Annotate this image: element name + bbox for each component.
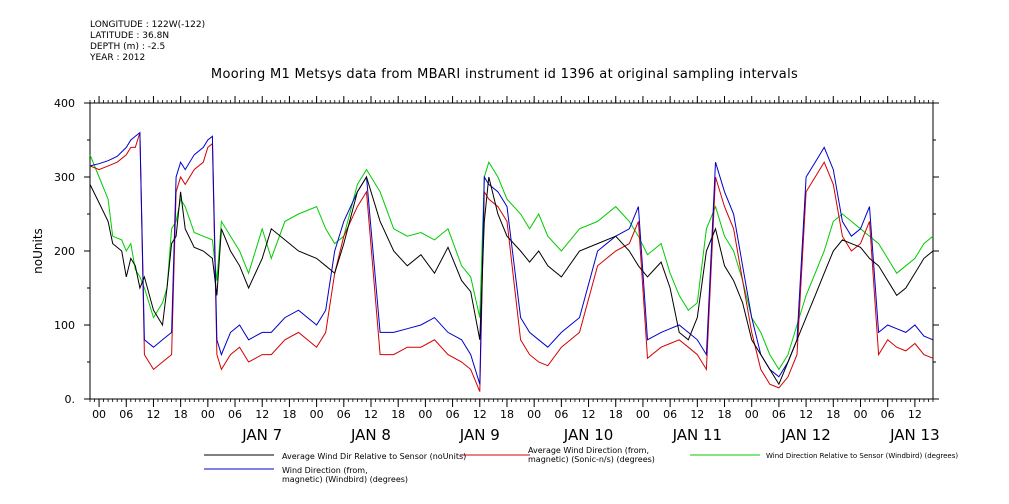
x-tick-label: 12	[799, 408, 813, 421]
day-label: JAN 8	[350, 426, 391, 444]
x-tick-label: 18	[391, 408, 405, 421]
day-label: JAN 12	[780, 426, 831, 444]
latitude-label: LATITUDE : 36.8N	[90, 31, 170, 41]
x-tick-label: 18	[826, 408, 840, 421]
x-tick-label: 18	[174, 408, 188, 421]
day-label: JAN 7	[241, 426, 282, 444]
x-tick-label: 00	[92, 408, 106, 421]
x-tick-label: 06	[228, 408, 242, 421]
day-label: JAN 11	[672, 426, 723, 444]
year-label: YEAR : 2012	[90, 53, 146, 63]
x-tick-label: 12	[364, 408, 378, 421]
y-tick-label: 200	[54, 245, 75, 258]
x-tick-label: 00	[853, 408, 867, 421]
metadata-block: LONGITUDE : 122W(-122) LATITUDE : 36.8N …	[90, 20, 205, 64]
x-tick-label: 18	[718, 408, 732, 421]
day-label: JAN 9	[459, 426, 500, 444]
x-tick-label: 06	[881, 408, 895, 421]
x-tick-label: 12	[582, 408, 596, 421]
series-line-1	[89, 175, 934, 386]
x-tick-label: 00	[745, 408, 759, 421]
y-tick-label: 0.	[65, 393, 76, 406]
x-tick-label: 18	[282, 408, 296, 421]
x-tick-label: 12	[473, 408, 487, 421]
day-label: JAN 10	[563, 426, 614, 444]
y-tick-label: 300	[54, 171, 75, 184]
x-tick-label: 12	[146, 408, 160, 421]
series-layer	[89, 131, 934, 392]
x-tick-label: 18	[500, 408, 514, 421]
x-tick-label: 06	[663, 408, 677, 421]
x-tick-label: 00	[201, 408, 215, 421]
x-tick-label: 06	[772, 408, 786, 421]
legend-label-series-3: Wind Direction Relative to Sensor (Windb…	[766, 452, 959, 460]
tick-layer: 0. 100 200 300 400 noUnits 00 06 12 18 00 06 12 18 00 0…	[31, 96, 940, 444]
y-axis-label: noUnits	[31, 228, 45, 274]
series-line-4	[89, 131, 934, 385]
y-tick-label: 400	[54, 97, 75, 110]
legend-label-series-4: Wind Direction (from, magnetic) (Windbir…	[282, 466, 409, 484]
x-tick-label: 12	[255, 408, 269, 421]
depth-label: DEPTH (m) : -2.5	[90, 42, 166, 52]
series-line-2	[89, 132, 934, 392]
legend-label-series-1: Average Wind Dir Relative to Sensor (noU…	[282, 452, 467, 461]
legend-label-series-2: Average Wind Direction (from, magnetic) …	[528, 446, 655, 464]
x-tick-label: 06	[337, 408, 351, 421]
x-tick-label: 00	[527, 408, 541, 421]
x-tick-label: 06	[554, 408, 568, 421]
x-tick-label: 12	[690, 408, 704, 421]
x-tick-label: 00	[636, 408, 650, 421]
legend-swatches	[204, 454, 760, 470]
x-tick-label: 00	[310, 408, 324, 421]
x-tick-label: 12	[908, 408, 922, 421]
y-tick-label: 100	[54, 319, 75, 332]
x-tick-label: 18	[609, 408, 623, 421]
x-tick-label: 06	[446, 408, 460, 421]
chart-title: Mooring M1 Metsys data from MBARI instru…	[210, 67, 799, 82]
day-label: JAN 13	[889, 426, 940, 444]
x-tick-label: 06	[119, 408, 133, 421]
x-tick-label: 00	[418, 408, 432, 421]
longitude-label: LONGITUDE : 122W(-122)	[90, 20, 206, 30]
